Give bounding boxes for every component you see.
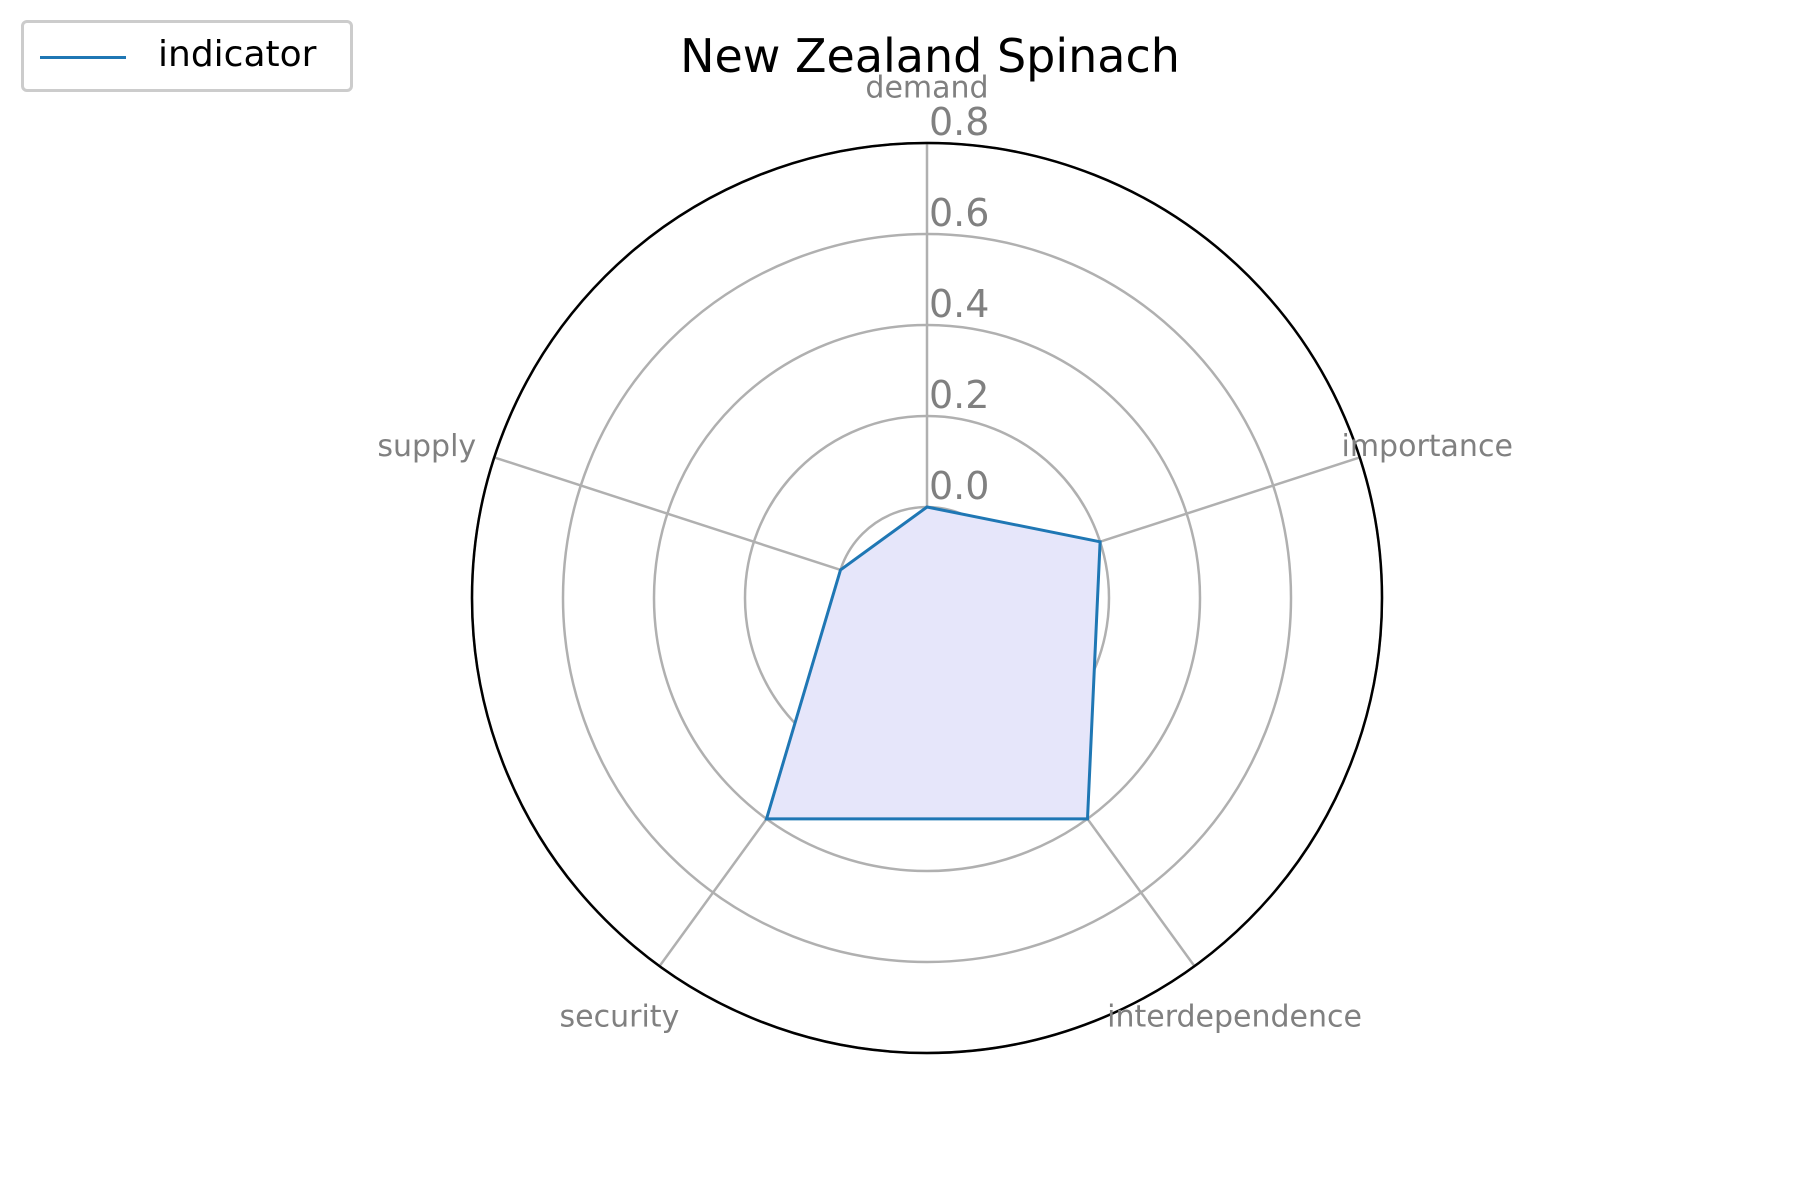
- radial-tick-label-1: 0.2: [929, 373, 989, 417]
- outer-frame: [470, 141, 1384, 1055]
- category-label-supply: supply: [377, 429, 476, 464]
- legend: indicator: [21, 20, 353, 92]
- legend-label-indicator: indicator: [158, 34, 317, 75]
- legend-line-indicator: [40, 56, 126, 59]
- radial-tick-label-0: 0.0: [929, 464, 989, 508]
- chart-title: New Zealand Spinach: [680, 29, 1180, 83]
- radial-tick-label-2: 0.4: [929, 282, 989, 326]
- series-line-0: [764, 505, 1102, 821]
- category-label-interdependence: interdependence: [1107, 1000, 1362, 1035]
- category-label-importance: importance: [1342, 429, 1513, 464]
- series-fill-0: [766, 507, 1101, 819]
- category-label-security: security: [560, 1000, 680, 1035]
- category-label-demand: demand: [865, 71, 988, 106]
- radial-tick-label-4: 0.8: [929, 100, 989, 144]
- series-layer: [764, 505, 1102, 821]
- radial-tick-label-3: 0.6: [929, 191, 989, 235]
- polar-frame: [470, 141, 1384, 1055]
